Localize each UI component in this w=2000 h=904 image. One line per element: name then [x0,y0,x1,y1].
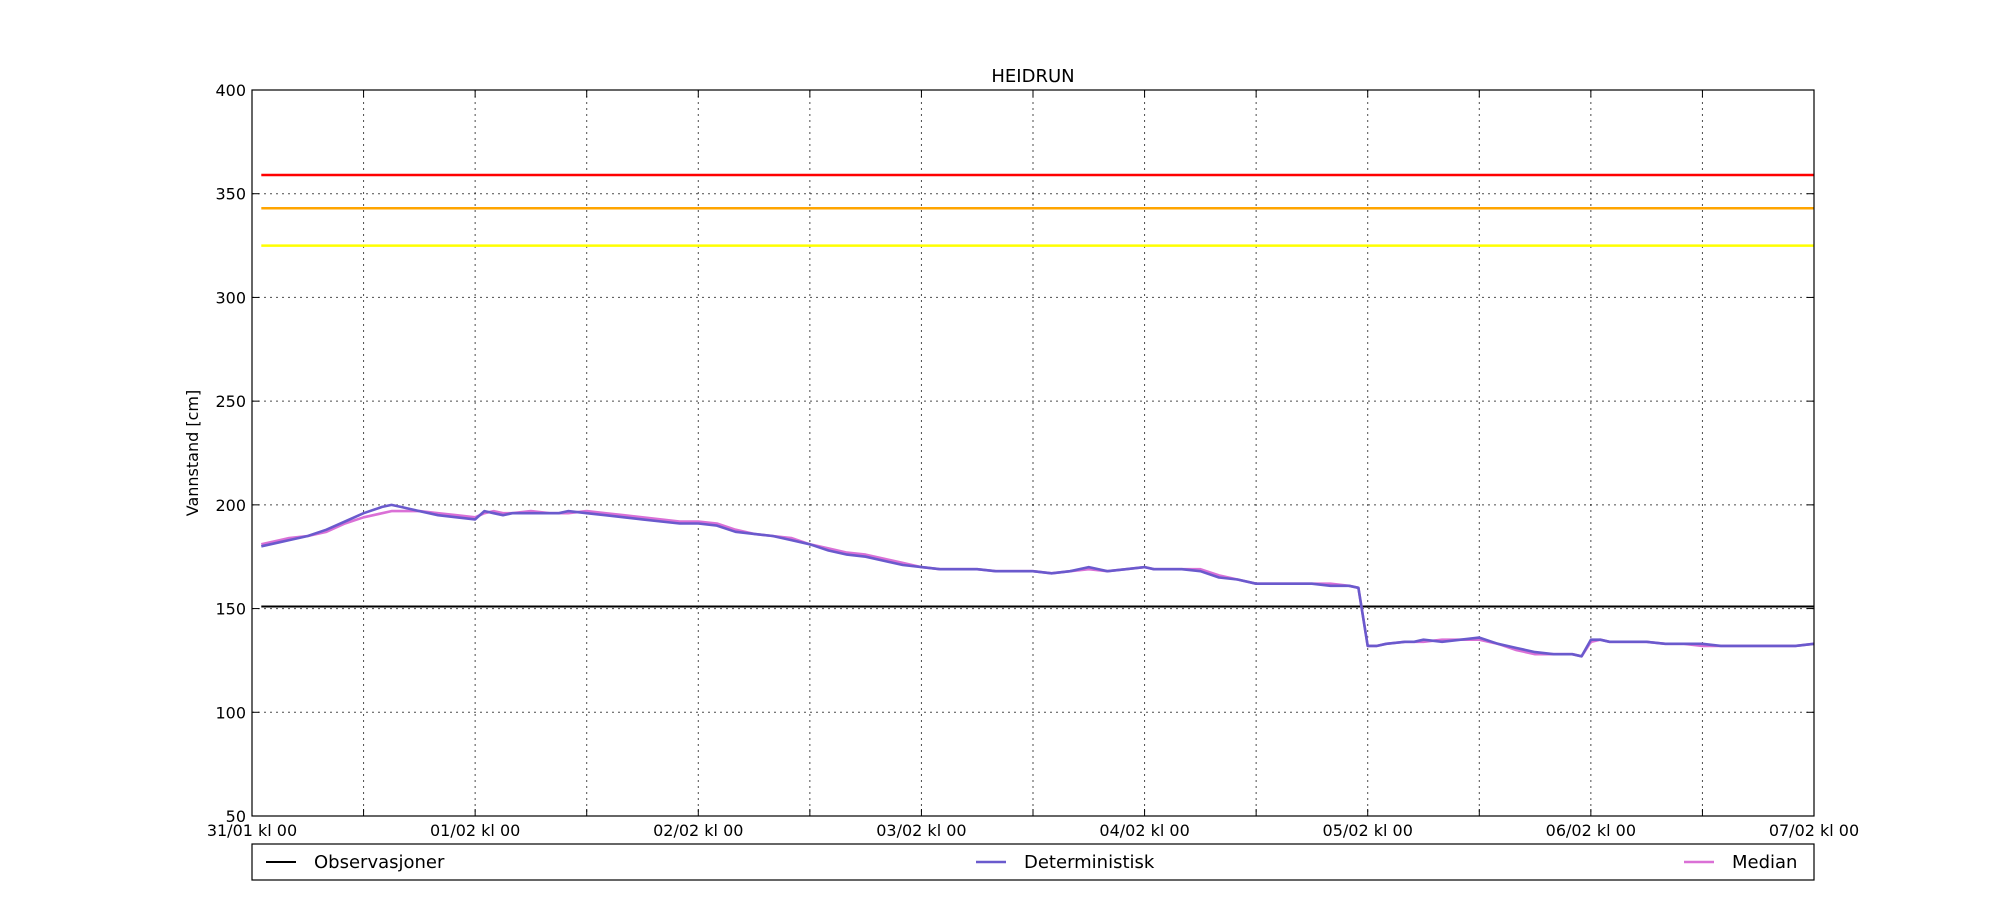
series-median-line [261,509,1815,658]
series-deterministisk-line [261,503,1815,658]
x-tick-label: 01/02 kl 00 [430,821,520,840]
threshold-lines [261,173,1814,247]
x-tick-label: 06/02 kl 00 [1546,821,1636,840]
legend-label-median: Median [1732,852,1797,873]
legend-frame [251,843,1815,881]
legend-label-observasjoner: Observasjoner [314,852,445,873]
y-tick-label: 50 [226,807,246,826]
x-tick-label: 07/02 kl 00 [1769,821,1859,840]
x-tick-label: 04/02 kl 00 [1099,821,1189,840]
y-tick-label: 100 [215,703,246,722]
y-tick-label: 150 [215,600,246,619]
y-tick-label: 350 [215,185,246,204]
legend: Observasjoner Deterministisk Median [251,843,1815,881]
y-tick-label: 250 [215,392,246,411]
axis-ticks: 50 100 150 200 250 300 350 400 31/01 kl 00 01/02 … [207,81,1859,840]
x-tick-label: 31/01 kl 00 [207,821,297,840]
y-tick-label: 200 [215,496,246,515]
y-tick-label: 300 [215,288,246,307]
x-tick-label: 02/02 kl 00 [653,821,743,840]
y-tick-label: 400 [215,81,246,100]
legend-label-deterministisk: Deterministisk [1024,852,1155,873]
x-tick-label: 03/02 kl 00 [876,821,966,840]
grid [252,90,1814,816]
y-axis-label: Vannstand [cm] [183,390,202,516]
x-tick-label: 05/02 kl 00 [1323,821,1413,840]
chart-title: HEIDRUN [991,66,1074,87]
series-lines [261,503,1815,658]
